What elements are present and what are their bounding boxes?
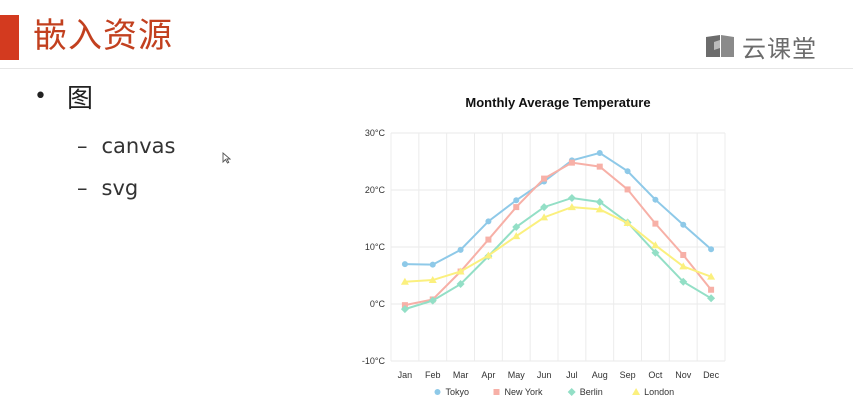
data-point-london — [400, 277, 409, 285]
slide-title: 嵌入资源 — [33, 16, 173, 56]
x-axis-labels: Jan Feb Mar Apr May Jun Jul Aug Sep Oct Nov Dec — [398, 370, 720, 380]
data-point-berlin — [540, 203, 549, 212]
data-point-tokyo — [513, 197, 520, 204]
y-tick-label: 30°C — [365, 128, 386, 138]
legend-label: Berlin — [580, 387, 603, 397]
data-point-london — [679, 262, 688, 270]
data-point-london — [567, 203, 576, 211]
data-point-new-york — [680, 251, 687, 258]
x-tick-label: Jan — [398, 370, 413, 380]
x-tick-label: Dec — [703, 370, 720, 380]
x-tick-label: May — [508, 370, 526, 380]
data-point-new-york — [624, 186, 631, 193]
legend-marker-berlin — [567, 388, 576, 396]
title-divider — [0, 68, 853, 69]
data-point-berlin — [567, 193, 576, 202]
data-point-london — [651, 241, 660, 249]
data-point-tokyo — [401, 261, 408, 268]
sub-bullet-dash: – — [77, 176, 88, 200]
data-point-london — [484, 251, 493, 259]
data-point-london — [540, 213, 549, 221]
bullet-item: • 图 — [34, 78, 93, 115]
chart-series — [400, 149, 716, 314]
chart-title: Monthly Average Temperature — [465, 95, 650, 110]
y-axis-labels: -10°C 0°C 10°C 20°C 30°C — [362, 128, 386, 366]
data-point-tokyo — [652, 196, 659, 203]
data-point-tokyo — [485, 218, 492, 225]
legend-marker-tokyo — [434, 389, 441, 395]
data-point-new-york — [596, 163, 603, 170]
data-point-new-york — [541, 175, 548, 182]
bullet-dot: • — [34, 84, 47, 109]
data-point-new-york — [568, 159, 575, 166]
sub-bullet-dash: – — [77, 134, 88, 158]
data-point-new-york — [652, 220, 659, 227]
data-point-london — [595, 205, 604, 213]
data-point-berlin — [651, 248, 660, 257]
data-point-tokyo — [457, 246, 464, 253]
data-point-new-york — [708, 286, 715, 293]
x-tick-label: Apr — [481, 370, 495, 380]
legend-label: New York — [505, 387, 544, 397]
data-point-new-york — [513, 204, 520, 211]
legend-label: Tokyo — [446, 387, 470, 397]
brand-name: 云课堂 — [742, 34, 817, 63]
x-tick-label: Sep — [620, 370, 636, 380]
data-point-tokyo — [429, 261, 436, 268]
data-point-tokyo — [624, 168, 631, 175]
series-line-london[interactable] — [404, 206, 712, 283]
data-point-berlin — [428, 296, 437, 305]
x-tick-label: Oct — [648, 370, 663, 380]
data-point-tokyo — [596, 149, 603, 156]
brand-logo: 云课堂 — [704, 30, 817, 63]
book-icon — [706, 35, 734, 57]
y-tick-label: -10°C — [362, 356, 386, 366]
mouse-cursor-icon — [222, 152, 231, 164]
sub-bullet-text: canvas — [101, 134, 176, 158]
y-tick-label: 10°C — [365, 242, 386, 252]
x-tick-label: Aug — [592, 370, 608, 380]
title-accent-bar — [0, 15, 19, 60]
data-point-berlin — [707, 294, 716, 303]
data-point-london — [707, 272, 716, 280]
sub-bullet-text: svg — [101, 176, 139, 200]
legend-item-new-york[interactable]: New York — [493, 387, 544, 397]
legend-marker-new-york — [493, 389, 500, 395]
legend-item-tokyo[interactable]: Tokyo — [434, 387, 470, 397]
legend-label: London — [644, 387, 674, 397]
bullet-text: 图 — [66, 84, 93, 114]
legend-item-london[interactable]: London — [632, 387, 674, 397]
data-point-berlin — [512, 223, 521, 232]
data-point-berlin — [456, 280, 465, 289]
data-point-tokyo — [708, 246, 715, 253]
x-tick-label: Jun — [537, 370, 552, 380]
legend-item-berlin[interactable]: Berlin — [567, 387, 603, 397]
series-line-new-york[interactable] — [404, 161, 712, 307]
series-line-berlin[interactable] — [404, 196, 712, 311]
y-tick-label: 20°C — [365, 185, 386, 195]
y-tick-label: 0°C — [370, 299, 386, 309]
x-tick-label: Nov — [675, 370, 692, 380]
data-point-berlin — [595, 197, 604, 206]
x-tick-label: Feb — [425, 370, 441, 380]
data-point-berlin — [400, 305, 409, 314]
data-point-london — [623, 219, 632, 227]
data-point-london — [512, 232, 521, 240]
data-point-london — [456, 267, 465, 275]
x-tick-label: Jul — [566, 370, 578, 380]
x-tick-label: Mar — [453, 370, 469, 380]
data-point-tokyo — [680, 221, 687, 228]
legend-marker-london — [632, 388, 641, 395]
chart-legend[interactable]: Tokyo New York Berlin London — [434, 387, 675, 397]
data-point-london — [428, 276, 437, 284]
temperature-chart: Monthly Average Temperature -10°C 0°C 10°C… — [362, 95, 726, 397]
sub-bullet-canvas: – canvas — [77, 134, 175, 158]
sub-bullet-svg: – svg — [77, 176, 138, 200]
data-point-new-york — [485, 236, 492, 243]
data-point-berlin — [679, 277, 688, 286]
